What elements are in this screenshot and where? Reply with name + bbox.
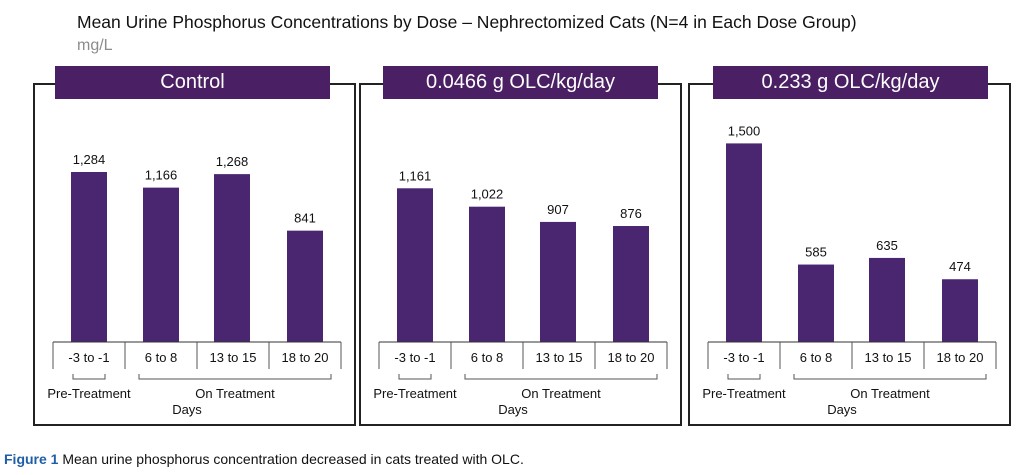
on-treatment-bracket-control — [138, 374, 332, 380]
x-tick-label-high-dose-4: 18 to 20 — [937, 350, 984, 365]
unit-label: mg/L — [77, 37, 113, 54]
on-treatment-label-high-dose: On Treatment — [850, 386, 930, 401]
pre-treatment-bracket-control — [72, 374, 106, 380]
x-tick-label-control-4: 18 to 20 — [282, 350, 329, 365]
on-treatment-label-control: On Treatment — [195, 386, 275, 401]
bar-control-1 — [71, 172, 107, 342]
x-tick-label-low-dose-2: 6 to 8 — [471, 350, 504, 365]
data-label-low-dose-2: 1,022 — [471, 187, 504, 202]
x-axis-title-control: Days — [172, 402, 202, 417]
pre-treatment-label-high-dose: Pre-Treatment — [702, 386, 786, 401]
panel-title-control: Control — [55, 66, 330, 99]
bar-high-dose-3 — [869, 257, 905, 342]
x-tick-label-control-1: -3 to -1 — [68, 350, 109, 365]
x-tick-label-low-dose-3: 13 to 15 — [536, 350, 583, 365]
panel-title-high-dose: 0.233 g OLC/kg/day — [713, 66, 988, 99]
x-axis-title-low-dose: Days — [498, 402, 528, 417]
bar-control-4 — [287, 230, 323, 342]
bar-low-dose-3 — [540, 221, 576, 342]
on-treatment-bracket-low-dose — [464, 374, 658, 380]
data-label-control-3: 1,268 — [216, 154, 249, 169]
data-label-control-1: 1,284 — [73, 152, 106, 167]
bar-control-2 — [143, 187, 179, 342]
figure-caption: Figure 1 Mean urine phosphorus concentra… — [4, 451, 524, 467]
x-tick-label-low-dose-4: 18 to 20 — [608, 350, 655, 365]
pre-treatment-label-control: Pre-Treatment — [47, 386, 131, 401]
x-tick-label-control-2: 6 to 8 — [145, 350, 178, 365]
data-label-control-4: 841 — [294, 211, 316, 226]
x-tick-label-high-dose-1: -3 to -1 — [723, 350, 764, 365]
bar-high-dose-4 — [942, 279, 978, 342]
x-tick-label-high-dose-2: 6 to 8 — [800, 350, 833, 365]
x-tick-label-low-dose-1: -3 to -1 — [394, 350, 435, 365]
data-label-high-dose-2: 585 — [805, 245, 827, 260]
bar-high-dose-2 — [798, 264, 834, 342]
bar-high-dose-1 — [726, 143, 762, 342]
data-label-low-dose-4: 876 — [620, 206, 642, 221]
x-axis-title-high-dose: Days — [827, 402, 857, 417]
pre-treatment-bracket-low-dose — [398, 374, 432, 380]
pre-treatment-label-low-dose: Pre-Treatment — [373, 386, 457, 401]
data-label-control-2: 1,166 — [145, 168, 178, 183]
data-label-high-dose-4: 474 — [949, 259, 971, 274]
pre-treatment-bracket-high-dose — [727, 374, 761, 380]
data-label-high-dose-1: 1,500 — [728, 123, 761, 138]
caption-text: Mean urine phosphorus concentration decr… — [62, 451, 524, 467]
bar-low-dose-1 — [397, 188, 433, 342]
x-tick-label-control-3: 13 to 15 — [210, 350, 257, 365]
panel-title-low-dose: 0.0466 g OLC/kg/day — [383, 66, 658, 99]
x-tick-label-high-dose-3: 13 to 15 — [865, 350, 912, 365]
chart-title: Mean Urine Phosphorus Concentrations by … — [77, 12, 857, 32]
data-label-high-dose-3: 635 — [876, 238, 898, 253]
caption-figure-label: Figure 1 — [4, 451, 59, 467]
bar-low-dose-4 — [613, 226, 649, 342]
bar-control-3 — [214, 174, 250, 342]
data-label-low-dose-3: 907 — [547, 202, 569, 217]
bar-low-dose-2 — [469, 206, 505, 342]
on-treatment-bracket-high-dose — [793, 374, 987, 380]
on-treatment-label-low-dose: On Treatment — [521, 386, 601, 401]
data-label-low-dose-1: 1,161 — [399, 168, 432, 183]
